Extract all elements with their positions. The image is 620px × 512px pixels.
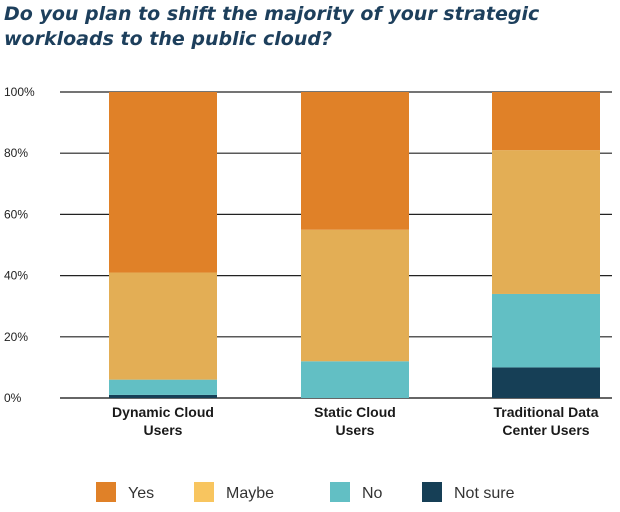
category-label: Traditional Data: [493, 404, 598, 420]
legend-item-maybe: Maybe: [194, 482, 274, 502]
bar-segment-not-sure: [492, 367, 600, 398]
legend-item-no: No: [330, 482, 383, 502]
y-axis-ticks: 0% 20% 40% 60% 80% 100%: [4, 85, 35, 405]
bars: [109, 92, 600, 398]
y-tick-label: 100%: [4, 85, 35, 99]
legend-item-yes: Yes: [96, 482, 154, 502]
legend-swatch: [96, 482, 116, 502]
bar-segment-no: [109, 379, 217, 395]
category-label: Dynamic Cloud: [112, 404, 214, 420]
bar-segment-no: [301, 361, 409, 398]
legend-label: Maybe: [226, 485, 274, 502]
x-axis-categories: Dynamic Cloud Users Static Cloud Users Tradi…: [112, 404, 599, 438]
legend-swatch: [330, 482, 350, 502]
bar-segment-maybe: [301, 229, 409, 362]
category-label: Static Cloud: [314, 404, 396, 420]
y-tick-label: 60%: [4, 207, 28, 221]
legend-item-not-sure: Not sure: [422, 482, 515, 502]
y-tick-label: 20%: [4, 330, 28, 344]
category-label: Center Users: [502, 422, 589, 438]
category-label: Users: [336, 422, 375, 438]
legend-swatch: [194, 482, 214, 502]
legend-label: Not sure: [454, 485, 515, 502]
bar-segment-not-sure: [109, 394, 217, 398]
chart-title: Do you plan to shift the majority of you…: [4, 3, 540, 50]
bar-segment-yes: [109, 92, 217, 273]
bar-segment-maybe: [109, 272, 217, 380]
y-tick-label: 0%: [4, 391, 22, 405]
legend-label: Yes: [128, 485, 154, 502]
bar-segment-maybe: [492, 150, 600, 294]
bar-segment-yes: [492, 92, 600, 151]
y-tick-label: 80%: [4, 146, 28, 160]
legend-swatch: [422, 482, 442, 502]
legend-label: No: [362, 485, 383, 502]
legend: Yes Maybe No Not sure: [96, 482, 515, 502]
category-label: Users: [144, 422, 183, 438]
bar-segment-yes: [301, 92, 409, 230]
bar-segment-no: [492, 293, 600, 368]
y-tick-label: 40%: [4, 269, 28, 283]
